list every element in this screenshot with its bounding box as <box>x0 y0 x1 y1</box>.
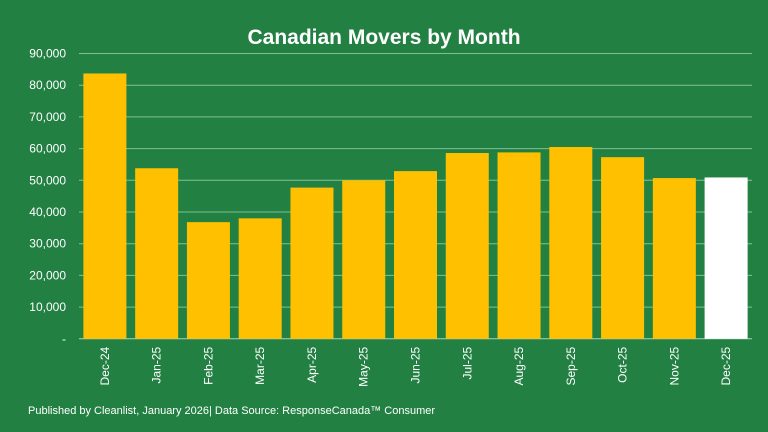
y-tick-label: 10,000 <box>29 300 66 314</box>
y-tick-label: 40,000 <box>29 205 66 219</box>
x-tick-label: Jun-25 <box>409 346 423 383</box>
x-tick-label: Oct-25 <box>616 346 630 382</box>
bar <box>135 168 179 339</box>
bar <box>497 152 541 339</box>
chart-title: Canadian Movers by Month <box>247 26 521 49</box>
y-tick-label: - <box>62 332 66 346</box>
bar <box>186 222 230 339</box>
bar <box>238 218 282 339</box>
y-tick-label: 60,000 <box>29 142 66 156</box>
x-tick-label: May-25 <box>357 346 371 386</box>
x-tick-label: Nov-25 <box>667 346 681 385</box>
bar <box>445 153 489 339</box>
bar <box>704 177 748 339</box>
bar <box>652 178 696 339</box>
y-tick-label: 30,000 <box>29 237 66 251</box>
x-tick-label: Jan-25 <box>150 346 164 383</box>
x-tick-label: Mar-25 <box>253 346 267 384</box>
bar <box>83 73 127 339</box>
x-tick-label: Dec-24 <box>98 346 112 385</box>
x-tick-label: Dec-25 <box>719 346 733 385</box>
y-tick-label: 50,000 <box>29 173 66 187</box>
x-tick-label: Feb-25 <box>201 346 215 384</box>
bar <box>601 157 645 339</box>
x-tick-label: Apr-25 <box>305 346 319 382</box>
x-tick-label: Jul-25 <box>460 346 474 379</box>
y-tick-label: 20,000 <box>29 268 66 282</box>
y-tick-label: 80,000 <box>29 78 66 92</box>
bar <box>549 147 593 339</box>
bar <box>394 171 437 339</box>
footer-source: Published by Cleanlist, January 2026| Da… <box>28 405 436 417</box>
bar <box>342 180 386 339</box>
y-tick-label: 90,000 <box>29 47 66 61</box>
y-tick-label: 70,000 <box>29 110 66 124</box>
x-tick-label: Sep-25 <box>564 346 578 385</box>
bar <box>290 187 334 339</box>
x-tick-label: Aug-25 <box>512 346 526 385</box>
